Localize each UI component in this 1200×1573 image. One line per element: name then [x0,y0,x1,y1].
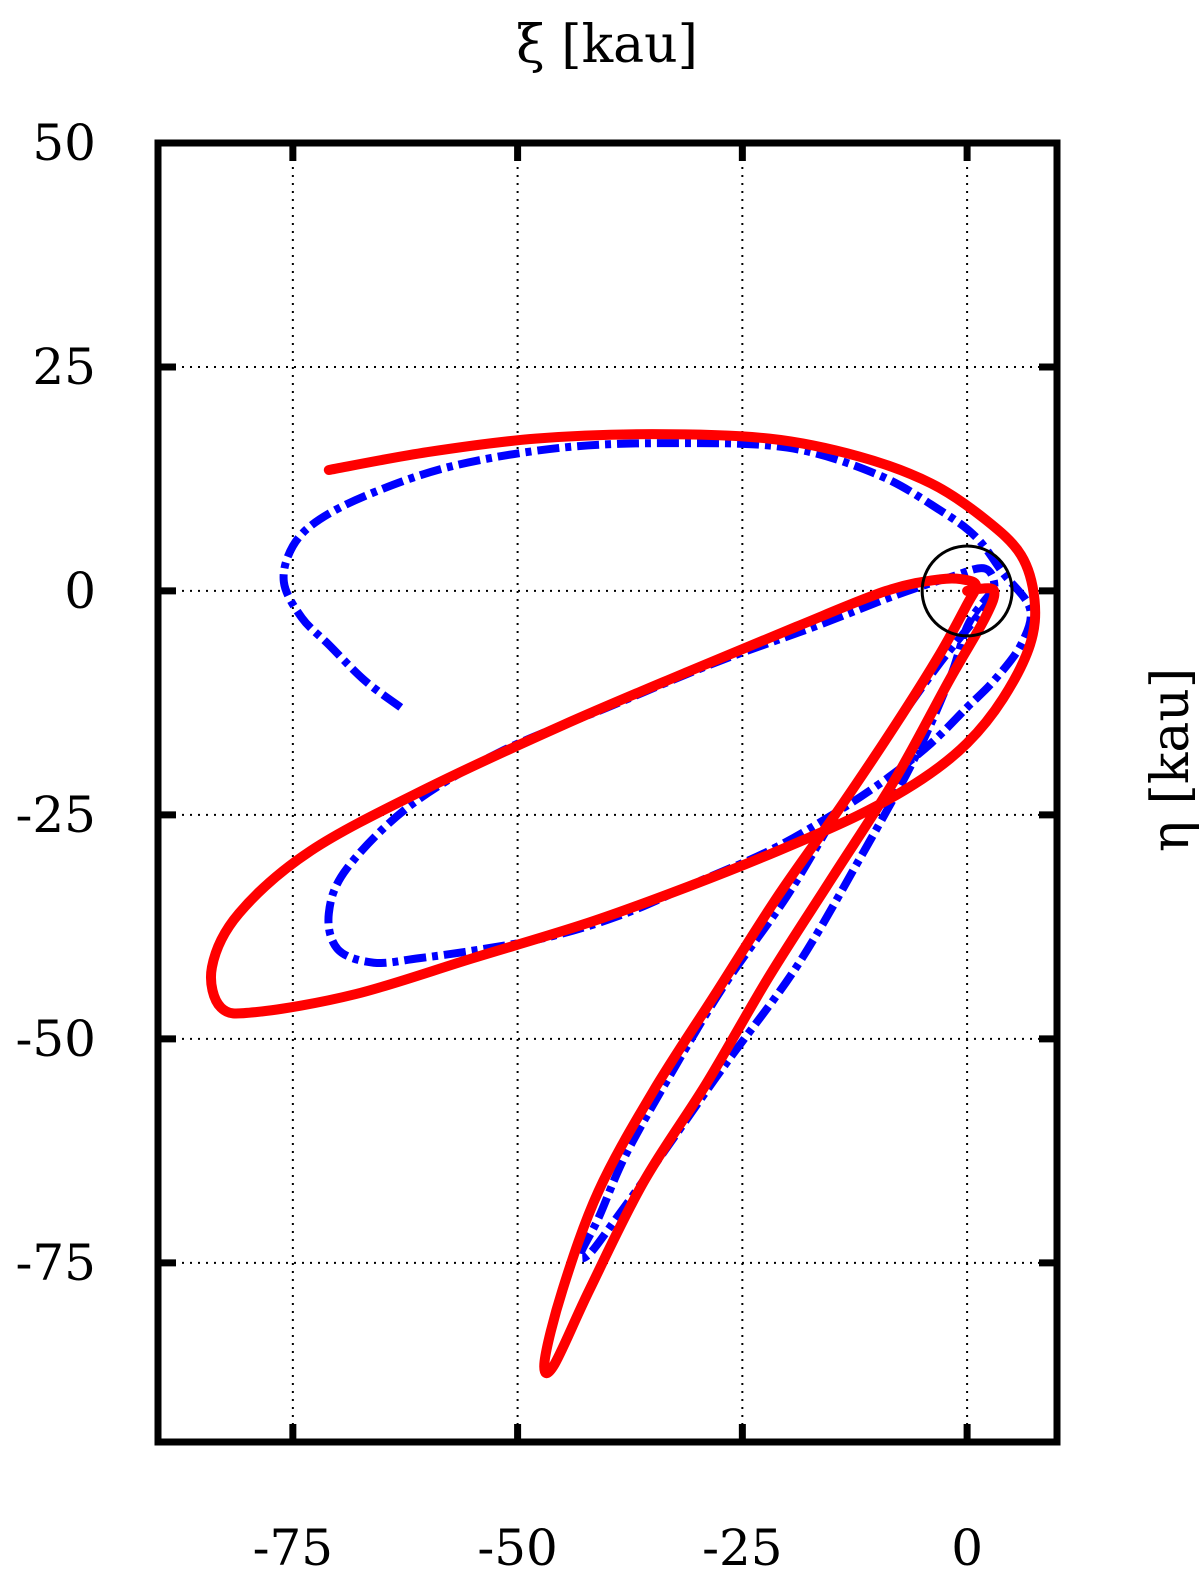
marker-layer [920,544,1014,638]
x-tick-label: -75 [253,1519,334,1573]
y-tick-label: -25 [15,786,96,844]
x-tick-label: -50 [477,1519,558,1573]
x-tick-label: -25 [702,1519,783,1573]
tick-layer: -75 -50 -25 0 50 25 0 -25 -50 -75 [15,114,1057,1573]
y-axis-title: η [kau] [1141,668,1200,852]
y-tick-label: -75 [15,1234,96,1292]
series-line-2 [206,429,1041,1379]
x-axis-title: ξ [kau] [516,15,698,75]
x-tick-label: 0 [951,1519,983,1573]
plot-frame [154,139,1061,1446]
series-layer [206,429,1041,1379]
y-tick-label: 0 [64,562,96,620]
y-tick-label: 50 [32,114,96,172]
origin-circle-marker [920,544,1014,638]
y-tick-label: -50 [15,1010,96,1068]
y-tick-label: 25 [32,338,96,396]
series-line-1 [279,439,1035,1263]
